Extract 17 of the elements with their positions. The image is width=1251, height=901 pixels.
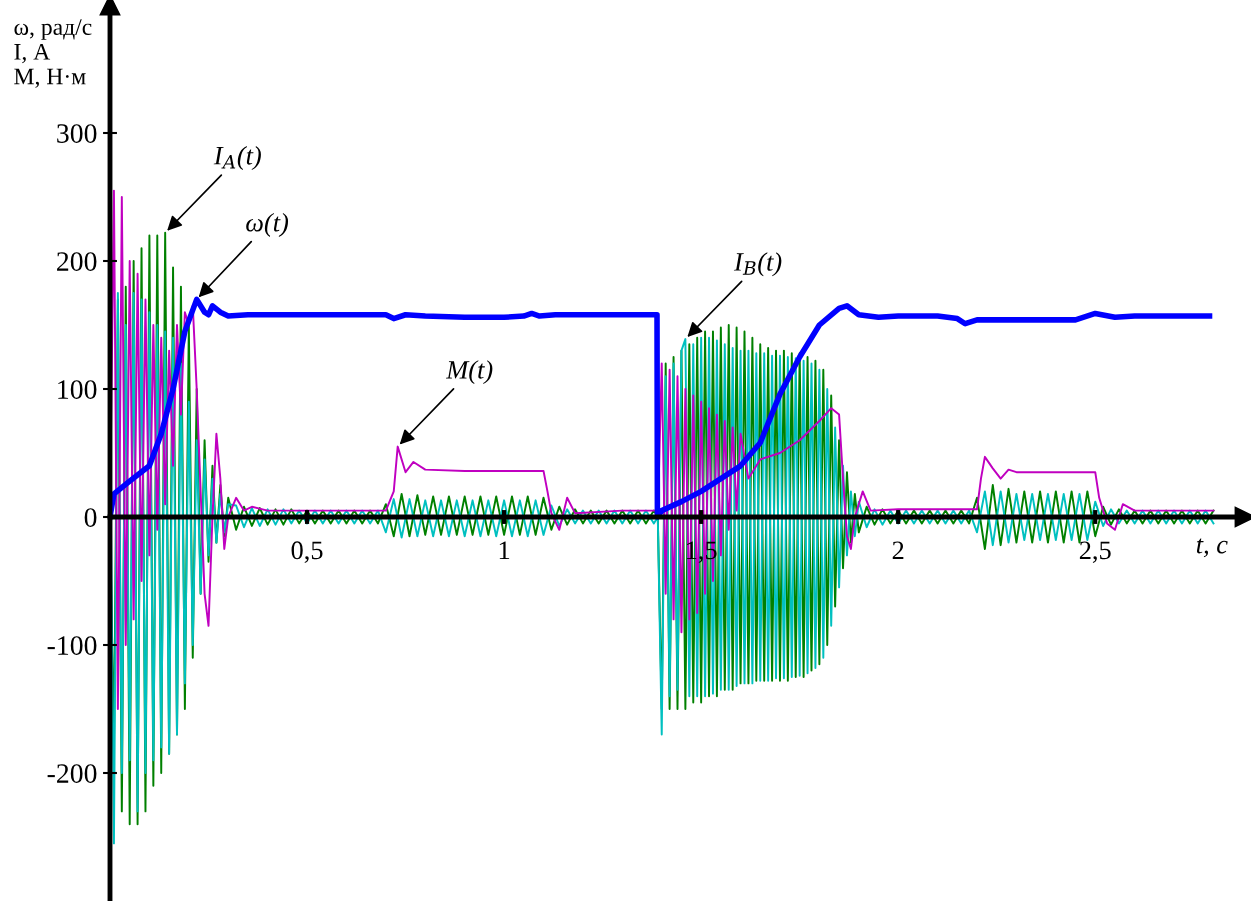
x-tick-label: 0,5 — [291, 541, 323, 563]
y-tick-label: 0 — [84, 508, 97, 527]
x-tick-label: 2 — [892, 541, 904, 559]
y-tick-label: 300 — [57, 124, 97, 143]
annotation: M(t) — [445, 360, 493, 385]
x-tick-label: 2,5 — [1079, 541, 1111, 563]
x-axis-title: t, с — [1196, 538, 1228, 558]
annotation: ω(t) — [246, 212, 289, 237]
x-tick-label: 1 — [499, 541, 510, 559]
y-tick-label: -100 — [47, 636, 97, 655]
y-tick-label: -200 — [47, 764, 97, 783]
y-tick-label: 100 — [58, 380, 97, 399]
y-tick-label: 200 — [57, 252, 97, 271]
y-axis-title: ω, рад/с I, А M, Н·м — [14, 19, 92, 88]
annotation: I$_{A}$(t) — [213, 146, 261, 170]
annotation: I$_{B}$(t) — [733, 252, 782, 277]
line-series — [110, 189, 1215, 710]
